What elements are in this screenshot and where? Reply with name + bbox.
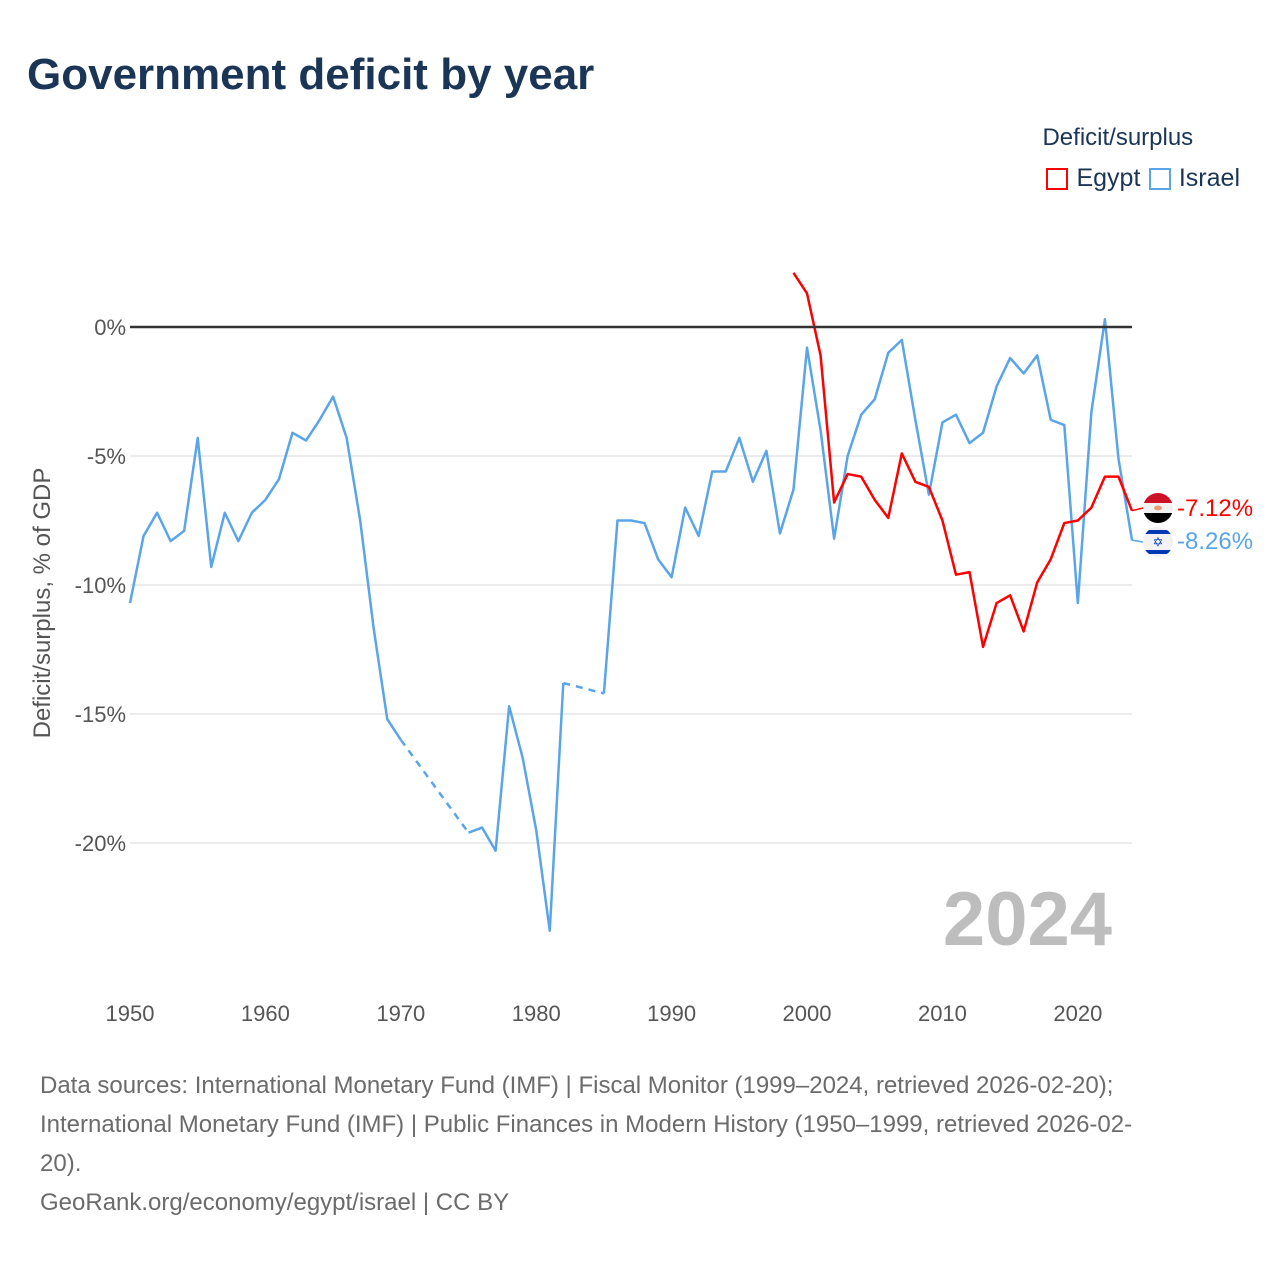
israel-flag-icon: ✡: [1143, 527, 1173, 557]
y-tick-label: -5%: [87, 444, 126, 469]
y-axis-ticks: 0% -5% -10% -15% -20%: [75, 315, 126, 856]
series-line-egypt: [792, 272, 1134, 649]
y-tick-label: -15%: [75, 702, 126, 727]
y-tick-label: -20%: [75, 831, 126, 856]
x-tick-label: 1980: [512, 1001, 561, 1026]
y-tick-label: -10%: [75, 573, 126, 598]
end-label-connector: [1131, 507, 1144, 512]
legend-swatch-israel: [1148, 167, 1171, 190]
x-tick-label: 2000: [783, 1001, 832, 1026]
x-tick-label: 1970: [376, 1001, 425, 1026]
x-tick-label: 1990: [647, 1001, 696, 1026]
legend-item-israel[interactable]: Israel: [1148, 164, 1240, 193]
israel-end-label: -8.26%: [1177, 528, 1253, 555]
year-watermark: 2024: [943, 877, 1112, 962]
series-gap-israel: [562, 681, 605, 695]
y-tick-label: 0%: [94, 315, 126, 340]
legend-swatch-egypt: [1046, 167, 1069, 190]
y-axis-label: Deficit/surplus, % of GDP: [29, 468, 56, 739]
legend: Deficit/surplus Egypt Israel: [1042, 124, 1240, 195]
legend-title: Deficit/surplus: [1042, 124, 1194, 151]
line-chart: 0% -5% -10% -15% -20% 1950 1960 1970 1980 1990 20…: [29, 272, 1253, 1026]
legend-label-israel: Israel: [1178, 164, 1240, 192]
chart-title: Government deficit by year: [27, 50, 595, 99]
x-tick-label: 1960: [241, 1001, 290, 1026]
x-tick-label: 1950: [106, 1001, 155, 1026]
source-line-1: Data sources: International Monetary Fun…: [40, 1072, 1114, 1099]
svg-text:✡: ✡: [1153, 536, 1164, 551]
x-tick-label: 2010: [918, 1001, 967, 1026]
end-label-connector: [1131, 539, 1144, 543]
series-line-israel: [128, 395, 402, 741]
end-labels: ✡ -7.12% -8.26%: [1143, 493, 1253, 557]
egypt-flag-icon: [1143, 493, 1173, 523]
gridlines: [130, 455, 1132, 844]
attribution-link[interactable]: GeoRank.org/economy/egypt/israel | CC BY: [40, 1189, 510, 1216]
series-lines: [128, 272, 1144, 932]
egypt-end-label: -7.12%: [1177, 495, 1253, 522]
x-tick-label: 2020: [1053, 1001, 1102, 1026]
legend-item-egypt[interactable]: Egypt: [1046, 164, 1140, 193]
legend-label-egypt: Egypt: [1076, 164, 1141, 192]
x-axis-ticks: 1950 1960 1970 1980 1990 2000 2010 2020: [106, 1001, 1103, 1026]
source-line-2: International Monetary Fund (IMF) | Publ…: [40, 1111, 1133, 1138]
footer: Data sources: International Monetary Fun…: [40, 1066, 1240, 1222]
series-gap-israel: [399, 739, 470, 834]
series-line-israel: [602, 318, 1134, 694]
series-line-israel: [468, 682, 565, 932]
source-line-3: 20).: [40, 1150, 82, 1177]
